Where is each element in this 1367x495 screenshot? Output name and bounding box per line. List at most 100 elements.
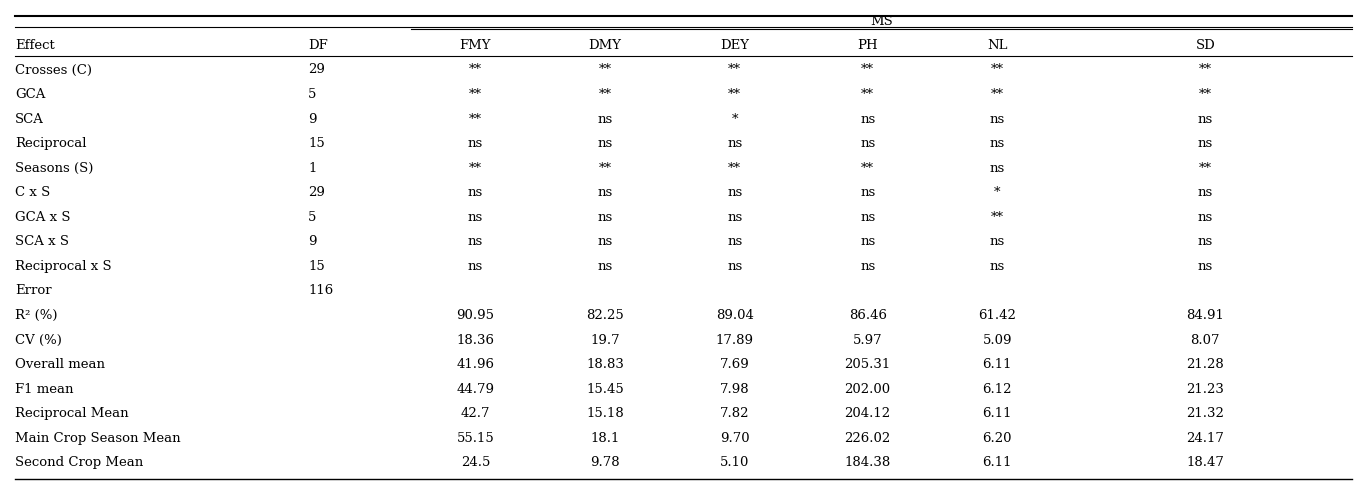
Text: *: *: [731, 112, 738, 126]
Text: ns: ns: [1197, 260, 1213, 273]
Text: 15.45: 15.45: [586, 383, 623, 396]
Text: ns: ns: [468, 211, 483, 224]
Text: Seasons (S): Seasons (S): [15, 162, 93, 175]
Text: **: **: [599, 63, 611, 77]
Text: Crosses (C): Crosses (C): [15, 63, 92, 77]
Text: **: **: [991, 211, 1003, 224]
Text: ns: ns: [468, 260, 483, 273]
Text: ns: ns: [597, 137, 612, 150]
Text: **: **: [469, 88, 483, 101]
Text: **: **: [729, 162, 741, 175]
Text: 84.91: 84.91: [1187, 309, 1225, 322]
Text: 9.70: 9.70: [720, 432, 749, 445]
Text: Overall mean: Overall mean: [15, 358, 105, 371]
Text: Main Crop Season Mean: Main Crop Season Mean: [15, 432, 180, 445]
Text: 7.82: 7.82: [720, 407, 749, 420]
Text: 184.38: 184.38: [845, 456, 891, 469]
Text: ns: ns: [468, 186, 483, 199]
Text: **: **: [729, 63, 741, 77]
Text: ns: ns: [1197, 236, 1213, 248]
Text: ns: ns: [990, 236, 1005, 248]
Text: ns: ns: [597, 211, 612, 224]
Text: **: **: [599, 88, 611, 101]
Text: 55.15: 55.15: [457, 432, 495, 445]
Text: SD: SD: [1195, 39, 1215, 52]
Text: MS: MS: [869, 15, 893, 28]
Text: 15: 15: [309, 260, 325, 273]
Text: 5: 5: [309, 88, 317, 101]
Text: 6.11: 6.11: [983, 358, 1012, 371]
Text: ns: ns: [597, 186, 612, 199]
Text: 9: 9: [309, 112, 317, 126]
Text: ns: ns: [727, 137, 742, 150]
Text: ns: ns: [1197, 186, 1213, 199]
Text: 15: 15: [309, 137, 325, 150]
Text: 21.32: 21.32: [1187, 407, 1225, 420]
Text: ns: ns: [727, 260, 742, 273]
Text: SCA x S: SCA x S: [15, 236, 68, 248]
Text: ns: ns: [990, 260, 1005, 273]
Text: ns: ns: [990, 137, 1005, 150]
Text: DEY: DEY: [720, 39, 749, 52]
Text: SCA: SCA: [15, 112, 44, 126]
Text: ns: ns: [860, 186, 875, 199]
Text: 17.89: 17.89: [716, 334, 753, 346]
Text: 61.42: 61.42: [979, 309, 1016, 322]
Text: ns: ns: [727, 186, 742, 199]
Text: Reciprocal Mean: Reciprocal Mean: [15, 407, 128, 420]
Text: ns: ns: [1197, 137, 1213, 150]
Text: **: **: [1199, 63, 1211, 77]
Text: 90.95: 90.95: [457, 309, 495, 322]
Text: ns: ns: [1197, 211, 1213, 224]
Text: 226.02: 226.02: [845, 432, 891, 445]
Text: 9.78: 9.78: [591, 456, 619, 469]
Text: ns: ns: [990, 162, 1005, 175]
Text: C x S: C x S: [15, 186, 51, 199]
Text: Second Crop Mean: Second Crop Mean: [15, 456, 144, 469]
Text: **: **: [861, 88, 874, 101]
Text: 5.10: 5.10: [720, 456, 749, 469]
Text: 6.11: 6.11: [983, 456, 1012, 469]
Text: 202.00: 202.00: [845, 383, 891, 396]
Text: **: **: [1199, 88, 1211, 101]
Text: **: **: [1199, 162, 1211, 175]
Text: ns: ns: [727, 211, 742, 224]
Text: 86.46: 86.46: [849, 309, 887, 322]
Text: 42.7: 42.7: [461, 407, 491, 420]
Text: 116: 116: [309, 285, 334, 297]
Text: ns: ns: [597, 260, 612, 273]
Text: 9: 9: [309, 236, 317, 248]
Text: DF: DF: [309, 39, 328, 52]
Text: Effect: Effect: [15, 39, 55, 52]
Text: 18.1: 18.1: [591, 432, 619, 445]
Text: Reciprocal x S: Reciprocal x S: [15, 260, 112, 273]
Text: CV (%): CV (%): [15, 334, 62, 346]
Text: ns: ns: [860, 211, 875, 224]
Text: Error: Error: [15, 285, 52, 297]
Text: GCA: GCA: [15, 88, 45, 101]
Text: 1: 1: [309, 162, 317, 175]
Text: 21.28: 21.28: [1187, 358, 1225, 371]
Text: NL: NL: [987, 39, 1007, 52]
Text: 21.23: 21.23: [1187, 383, 1225, 396]
Text: 44.79: 44.79: [457, 383, 495, 396]
Text: FMY: FMY: [459, 39, 491, 52]
Text: ns: ns: [860, 112, 875, 126]
Text: 205.31: 205.31: [845, 358, 891, 371]
Text: ns: ns: [468, 236, 483, 248]
Text: 7.98: 7.98: [720, 383, 749, 396]
Text: *: *: [994, 186, 1001, 199]
Text: **: **: [469, 63, 483, 77]
Text: ns: ns: [727, 236, 742, 248]
Text: 18.47: 18.47: [1187, 456, 1225, 469]
Text: 18.36: 18.36: [457, 334, 495, 346]
Text: ns: ns: [990, 112, 1005, 126]
Text: **: **: [991, 63, 1003, 77]
Text: ns: ns: [860, 260, 875, 273]
Text: **: **: [991, 88, 1003, 101]
Text: ns: ns: [860, 236, 875, 248]
Text: F1 mean: F1 mean: [15, 383, 74, 396]
Text: 82.25: 82.25: [586, 309, 623, 322]
Text: DMY: DMY: [589, 39, 622, 52]
Text: 15.18: 15.18: [586, 407, 623, 420]
